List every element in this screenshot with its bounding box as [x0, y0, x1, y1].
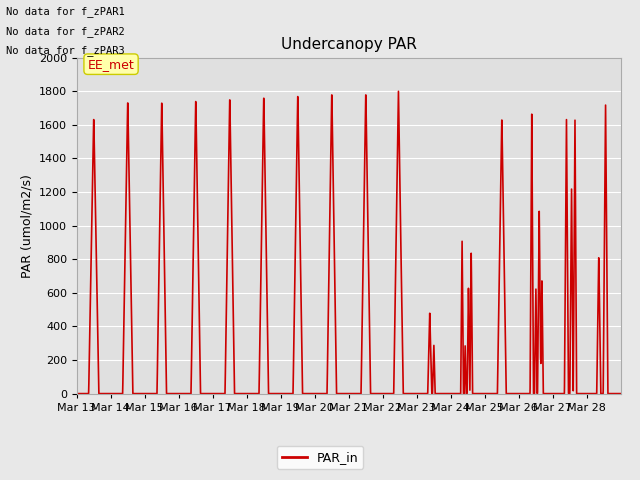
Y-axis label: PAR (umol/m2/s): PAR (umol/m2/s): [20, 174, 33, 277]
Text: EE_met: EE_met: [88, 58, 134, 71]
Text: No data for f_zPAR3: No data for f_zPAR3: [6, 45, 125, 56]
Text: No data for f_zPAR2: No data for f_zPAR2: [6, 25, 125, 36]
Text: No data for f_zPAR1: No data for f_zPAR1: [6, 6, 125, 17]
Legend: PAR_in: PAR_in: [276, 446, 364, 469]
Title: Undercanopy PAR: Undercanopy PAR: [281, 37, 417, 52]
